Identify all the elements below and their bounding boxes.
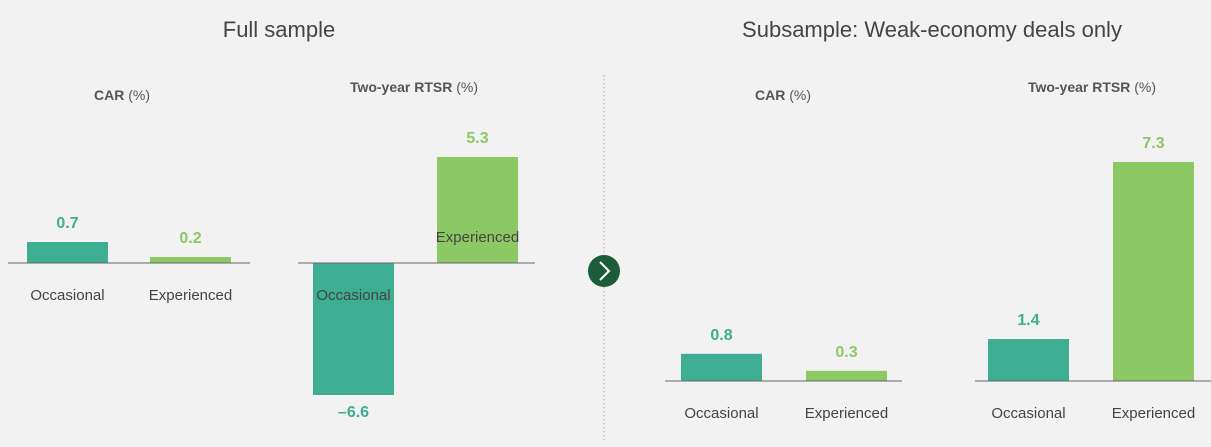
bar bbox=[313, 263, 394, 395]
x-tick-label: Occasional bbox=[991, 405, 1065, 422]
value-label: 0.7 bbox=[56, 215, 78, 232]
title-unit: (%) bbox=[1134, 79, 1156, 95]
title-text: CAR bbox=[94, 87, 124, 103]
value-label: 0.2 bbox=[179, 230, 201, 247]
chart-title: Two-year RTSR (%) bbox=[350, 79, 478, 95]
bar bbox=[806, 370, 887, 381]
section-title: Full sample bbox=[223, 17, 335, 42]
value-label: 7.3 bbox=[1142, 135, 1164, 152]
arrow-chevron bbox=[599, 261, 611, 281]
x-tick-label: Occasional bbox=[30, 287, 104, 304]
value-label: 0.8 bbox=[710, 327, 732, 344]
bar bbox=[27, 242, 108, 263]
bar bbox=[681, 353, 762, 381]
title-unit: (%) bbox=[128, 87, 150, 103]
chart-title: Two-year RTSR (%) bbox=[1028, 79, 1156, 95]
value-label: 0.3 bbox=[835, 344, 857, 361]
section-title: Subsample: Weak-economy deals only bbox=[742, 17, 1122, 42]
x-tick-label: Occasional bbox=[316, 287, 390, 304]
title-unit: (%) bbox=[789, 87, 811, 103]
bar bbox=[437, 157, 518, 263]
chart-title: CAR (%) bbox=[94, 87, 150, 103]
value-label: 1.4 bbox=[1017, 312, 1039, 329]
value-label: 5.3 bbox=[466, 130, 488, 147]
title-text: CAR bbox=[755, 87, 785, 103]
x-tick-label: Occasional bbox=[684, 405, 758, 422]
arrow-icon bbox=[588, 255, 620, 287]
title-text: Two-year RTSR bbox=[1028, 79, 1130, 95]
title-text: Two-year RTSR bbox=[350, 79, 452, 95]
value-label: –6.6 bbox=[338, 404, 369, 421]
bar bbox=[1113, 162, 1194, 381]
title-unit: (%) bbox=[456, 79, 478, 95]
x-tick-label: Experienced bbox=[149, 287, 232, 304]
bar bbox=[150, 257, 231, 263]
x-tick-label: Experienced bbox=[436, 229, 519, 246]
bar bbox=[988, 339, 1069, 381]
chart-title: CAR (%) bbox=[755, 87, 811, 103]
x-tick-label: Experienced bbox=[805, 405, 888, 422]
x-tick-label: Experienced bbox=[1112, 405, 1195, 422]
